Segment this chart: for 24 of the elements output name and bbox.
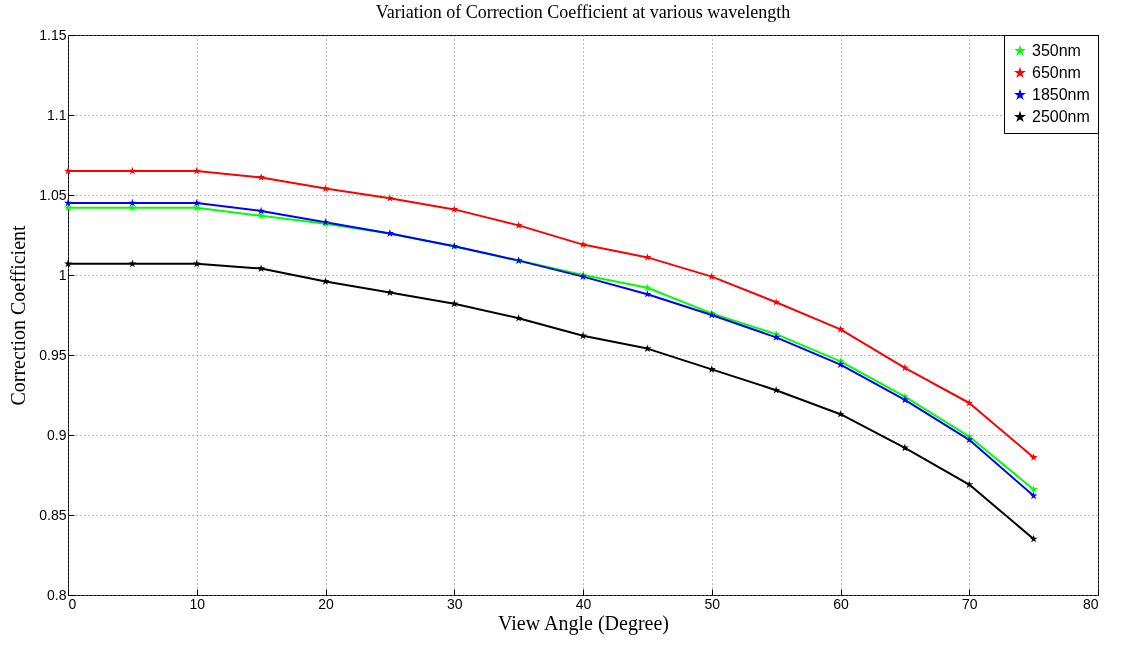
x-tick-label: 40 bbox=[575, 595, 592, 612]
chart-title: Variation of Correction Coefficient at various wavelength bbox=[375, 2, 791, 22]
x-tick-label: 0 bbox=[68, 595, 77, 612]
y-tick-label: 1.05 bbox=[39, 186, 67, 203]
y-tick-label: 1.15 bbox=[39, 26, 67, 43]
legend-label: 1850nm bbox=[1032, 86, 1090, 103]
x-tick-label: 70 bbox=[961, 595, 978, 612]
x-tick-label: 50 bbox=[704, 595, 721, 612]
x-tick-label: 60 bbox=[833, 595, 849, 612]
y-axis-title: Correction Coefficient bbox=[7, 225, 30, 406]
legend-label: 350nm bbox=[1032, 42, 1081, 59]
x-tick-label: 10 bbox=[189, 595, 206, 612]
x-tick-label: 30 bbox=[446, 595, 463, 612]
y-tick-label: 0.85 bbox=[39, 506, 67, 523]
x-axis-title: View Angle (Degree) bbox=[498, 611, 669, 635]
legend-label: 2500nm bbox=[1032, 108, 1090, 125]
y-tick-label: 0.8 bbox=[47, 586, 67, 603]
y-tick-label: 1.1 bbox=[47, 106, 67, 123]
y-tick-label: 1 bbox=[58, 266, 67, 283]
x-tick-label: 80 bbox=[1082, 595, 1099, 612]
x-tick-label: 20 bbox=[318, 595, 334, 612]
y-tick-label: 0.9 bbox=[47, 426, 67, 443]
legend-label: 650nm bbox=[1032, 64, 1081, 81]
y-tick-label: 0.95 bbox=[39, 346, 67, 363]
